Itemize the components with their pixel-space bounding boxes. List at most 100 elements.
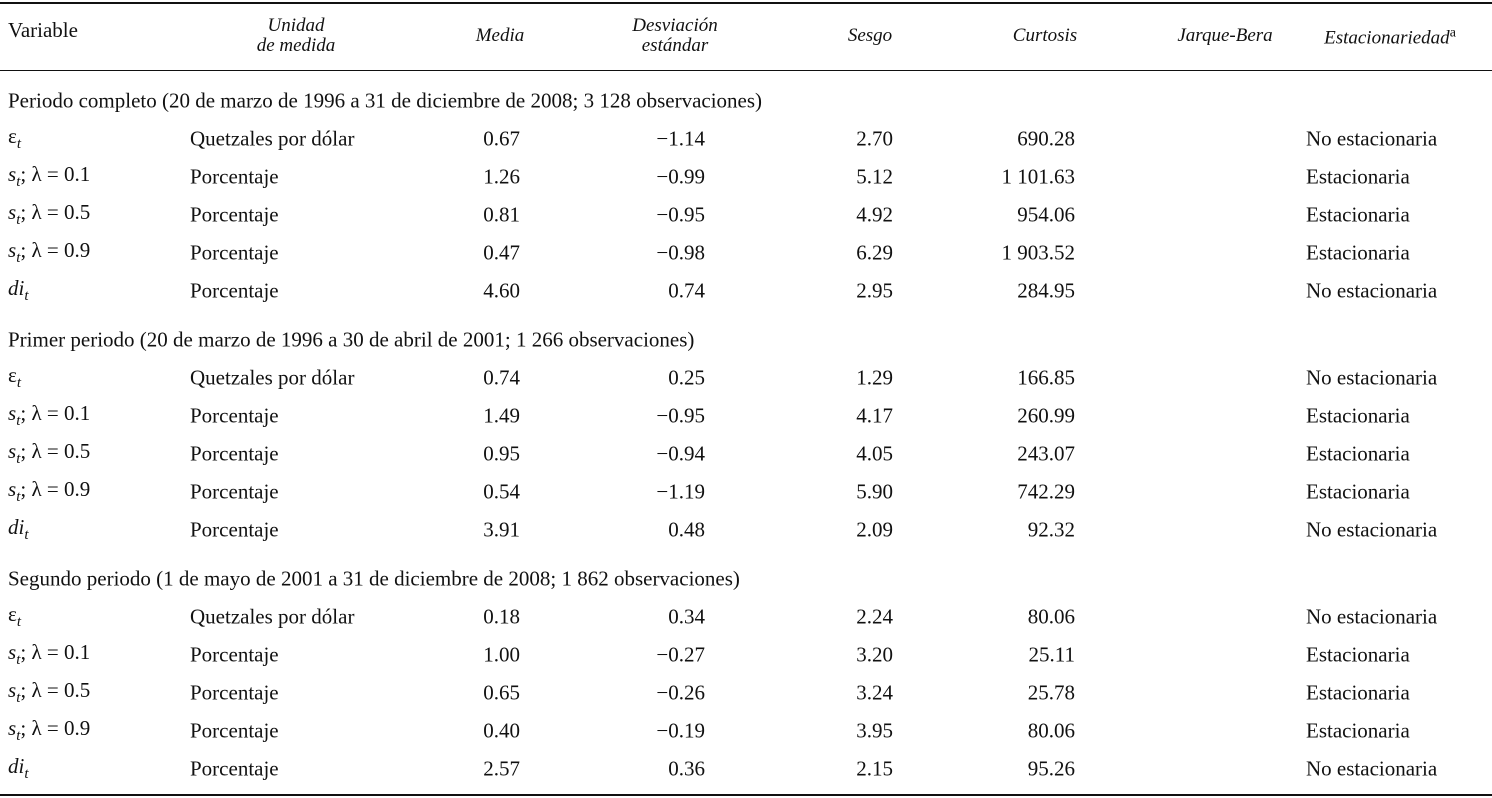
cell: 0.25 bbox=[668, 365, 705, 390]
cell: Porcentaje bbox=[190, 756, 279, 781]
cell: Estacionaria bbox=[1306, 479, 1410, 504]
cell: 2.57 bbox=[483, 756, 520, 781]
cell: 2.95 bbox=[856, 278, 893, 303]
variable-parameter: ; λ = 0.5 bbox=[20, 439, 91, 463]
variable-subscript: t bbox=[16, 451, 21, 467]
variable: st; λ = 0.9 bbox=[8, 240, 90, 266]
variable: dit bbox=[8, 756, 29, 782]
cell: 4.92 bbox=[856, 202, 893, 227]
cell: 954.06 bbox=[1017, 202, 1075, 227]
cell: 25.78 bbox=[1027, 680, 1075, 705]
variable: st; λ = 0.5 bbox=[8, 441, 90, 467]
variable-parameter: ; λ = 0.9 bbox=[20, 238, 91, 262]
cell: 0.18 bbox=[483, 604, 520, 629]
cell: Estacionaria bbox=[1306, 240, 1410, 265]
column-header: Estacionariedada bbox=[1324, 24, 1456, 49]
cell: No estacionaria bbox=[1306, 604, 1438, 629]
cell: 4.60 bbox=[483, 278, 520, 303]
variable-symbol: s bbox=[8, 678, 17, 702]
variable-subscript: t bbox=[24, 527, 29, 543]
header-rule bbox=[0, 70, 1492, 71]
header-text: Estacionariedad bbox=[1324, 27, 1450, 49]
variable: dit bbox=[8, 517, 29, 543]
cell: 4.05 bbox=[856, 441, 893, 466]
cell: Quetzales por dólar bbox=[190, 604, 355, 629]
variable-subscript: t bbox=[24, 288, 29, 304]
variable-symbol: s bbox=[8, 640, 17, 664]
cell: 0.47 bbox=[483, 240, 520, 265]
section-title: Primer periodo (20 de marzo de 1996 a 30… bbox=[8, 327, 695, 352]
cell: Porcentaje bbox=[190, 642, 279, 667]
variable-subscript: t bbox=[16, 375, 21, 391]
column-header: Jarque-Bera bbox=[1177, 26, 1272, 46]
column-header: Media bbox=[476, 26, 525, 46]
variable-symbol: di bbox=[8, 515, 25, 539]
cell: Estacionaria bbox=[1306, 403, 1410, 428]
variable-symbol: ε bbox=[8, 363, 17, 387]
cell: 0.36 bbox=[668, 756, 705, 781]
variable: st; λ = 0.1 bbox=[8, 403, 90, 429]
variable: st; λ = 0.5 bbox=[8, 202, 90, 228]
variable-subscript: t bbox=[16, 413, 21, 429]
variable-parameter: ; λ = 0.1 bbox=[20, 401, 91, 425]
cell: 3.20 bbox=[856, 642, 893, 667]
variable-symbol: s bbox=[8, 716, 17, 740]
header-line: Unidad bbox=[267, 15, 325, 36]
cell: −0.27 bbox=[656, 642, 705, 667]
cell: 284.95 bbox=[1017, 278, 1075, 303]
cell: 0.40 bbox=[483, 718, 520, 743]
header-line: de medida bbox=[256, 35, 336, 56]
cell: Porcentaje bbox=[190, 202, 279, 227]
variable-symbol: ε bbox=[8, 602, 17, 626]
variable-subscript: t bbox=[16, 652, 21, 668]
cell: 6.29 bbox=[856, 240, 893, 265]
column-header: Variable bbox=[8, 20, 78, 41]
cell: No estacionaria bbox=[1306, 126, 1438, 151]
cell: Porcentaje bbox=[190, 479, 279, 504]
cell: 80.06 bbox=[1027, 718, 1075, 743]
variable: εt bbox=[8, 604, 21, 630]
variable-subscript: t bbox=[16, 250, 21, 266]
variable: st; λ = 0.9 bbox=[8, 718, 90, 744]
cell: −0.98 bbox=[656, 240, 705, 265]
cell: 5.90 bbox=[856, 479, 893, 504]
variable-parameter: ; λ = 0.5 bbox=[20, 678, 91, 702]
cell: −0.95 bbox=[656, 202, 705, 227]
section-title: Segundo periodo (1 de mayo de 2001 a 31 … bbox=[8, 566, 740, 591]
cell: 1.49 bbox=[483, 403, 520, 428]
cell: Estacionaria bbox=[1306, 441, 1410, 466]
top-rule bbox=[0, 2, 1492, 4]
cell: −0.99 bbox=[656, 164, 705, 189]
cell: 166.85 bbox=[1017, 365, 1075, 390]
column-header: Unidad de medida bbox=[257, 16, 336, 56]
cell: 243.07 bbox=[1017, 441, 1075, 466]
cell: Porcentaje bbox=[190, 164, 279, 189]
header-text: Sesgo bbox=[847, 25, 893, 46]
cell: 3.91 bbox=[483, 517, 520, 542]
cell: 0.67 bbox=[483, 126, 520, 151]
cell: Porcentaje bbox=[190, 680, 279, 705]
cell: 0.65 bbox=[483, 680, 520, 705]
cell: Estacionaria bbox=[1306, 680, 1410, 705]
cell: 2.70 bbox=[856, 126, 893, 151]
variable-symbol: ε bbox=[8, 124, 17, 148]
variable: εt bbox=[8, 126, 21, 152]
cell: 2.24 bbox=[856, 604, 893, 629]
cell: Quetzales por dólar bbox=[190, 126, 355, 151]
cell: No estacionaria bbox=[1306, 517, 1438, 542]
section-title: Periodo completo (20 de marzo de 1996 a … bbox=[8, 88, 763, 113]
cell: −0.95 bbox=[656, 403, 705, 428]
variable-parameter: ; λ = 0.1 bbox=[20, 640, 91, 664]
cell: 690.28 bbox=[1017, 126, 1075, 151]
variable-symbol: s bbox=[8, 238, 17, 262]
cell: 25.11 bbox=[1028, 642, 1075, 667]
header-text: Media bbox=[475, 25, 525, 46]
header-line: estándar bbox=[641, 35, 709, 56]
variable-subscript: t bbox=[16, 136, 21, 152]
variable-subscript: t bbox=[16, 174, 21, 190]
cell: Estacionaria bbox=[1306, 642, 1410, 667]
column-header: Curtosis bbox=[1013, 26, 1077, 46]
cell: 2.15 bbox=[856, 756, 893, 781]
cell: 1.29 bbox=[856, 365, 893, 390]
